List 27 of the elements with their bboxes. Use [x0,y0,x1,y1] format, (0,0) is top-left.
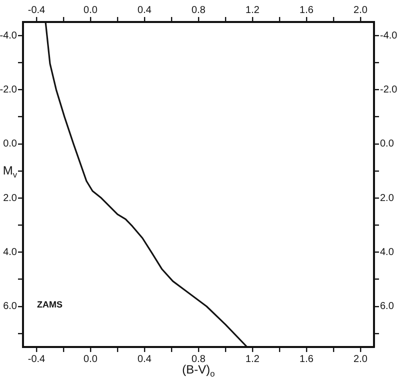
y-tick-label: 4.0 [3,246,18,258]
y-tick-label: -2.0 [0,84,18,96]
x-tick-label: 1.6 [300,4,314,16]
x2-tick-label: 1.2 [246,354,260,365]
y-tick-label: 6.0 [3,301,18,312]
y2-tick-label: 4.0 [380,246,394,258]
x2-tick-label: -0.4 [28,354,46,365]
y2-tick-label: -4.0 [380,30,398,42]
y2-tick-label: -2.0 [380,84,398,96]
x-tick-label: 0.4 [138,4,152,16]
annotation: ZAMS [37,299,62,310]
x-tick-label: 1.2 [246,4,260,16]
x-tick-label: -0.4 [28,4,46,16]
y2-tick-label: 0.0 [380,138,394,150]
x2-tick-label: 2.0 [354,354,368,365]
y2-tick-label: 2.0 [380,192,394,204]
y2-tick-label: 6.0 [380,301,394,312]
x-tick-label: 0.8 [192,4,206,16]
x2-tick-label: 0.0 [84,354,98,365]
x-tick-label: 0.0 [84,4,98,16]
x2-tick-label: 0.4 [138,354,152,365]
x-tick-label: 2.0 [354,4,368,16]
y-tick-label: 2.0 [3,192,18,204]
y-tick-label: 0.0 [3,138,18,150]
x2-tick-label: 1.6 [300,354,314,365]
y-tick-label: -4.0 [0,30,18,42]
x2-tick-label: 0.8 [192,354,206,365]
